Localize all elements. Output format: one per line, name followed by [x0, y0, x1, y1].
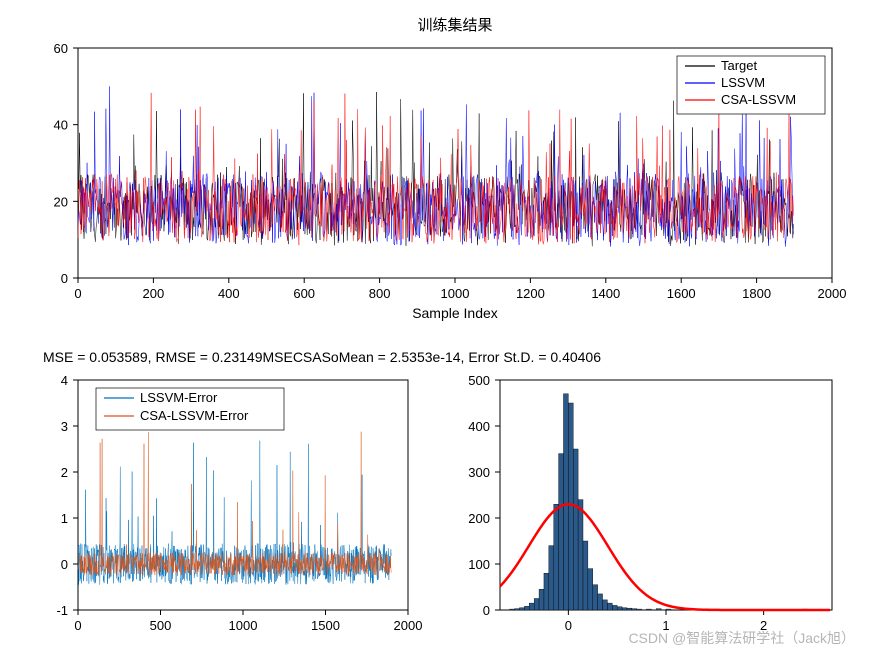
svg-text:训练集结果: 训练集结果	[417, 17, 492, 34]
svg-text:40: 40	[54, 118, 68, 133]
svg-text:LSSVM: LSSVM	[721, 75, 765, 90]
svg-text:500: 500	[150, 618, 172, 633]
svg-text:0: 0	[61, 557, 68, 572]
svg-text:Target: Target	[721, 58, 758, 73]
watermark: CSDN @智能算法研学社（Jack旭）	[628, 628, 855, 648]
svg-text:600: 600	[293, 286, 315, 301]
figure-svg: 0200400600800100012001400160018002000020…	[0, 0, 875, 656]
svg-text:1400: 1400	[591, 286, 620, 301]
svg-text:1600: 1600	[667, 286, 696, 301]
svg-text:1000: 1000	[441, 286, 470, 301]
svg-text:60: 60	[54, 41, 68, 56]
figure: 0200400600800100012001400160018002000020…	[0, 0, 875, 656]
svg-text:CSA-LSSVM-Error: CSA-LSSVM-Error	[140, 408, 249, 423]
svg-text:CSA-LSSVM: CSA-LSSVM	[721, 92, 796, 107]
svg-text:1: 1	[61, 511, 68, 526]
svg-text:2: 2	[61, 465, 68, 480]
svg-text:-1: -1	[56, 603, 68, 618]
svg-text:400: 400	[218, 286, 240, 301]
svg-text:4: 4	[61, 373, 68, 388]
svg-text:2000: 2000	[394, 618, 423, 633]
svg-text:MSE = 0.053589, RMSE = 0.23149: MSE = 0.053589, RMSE = 0.23149MSECSASoMe…	[43, 349, 601, 365]
svg-text:3: 3	[61, 419, 68, 434]
svg-text:200: 200	[143, 286, 165, 301]
svg-text:0: 0	[61, 271, 68, 286]
svg-text:1500: 1500	[311, 618, 340, 633]
svg-text:300: 300	[468, 465, 490, 480]
svg-text:LSSVM-Error: LSSVM-Error	[140, 390, 218, 405]
svg-text:800: 800	[369, 286, 391, 301]
svg-text:500: 500	[468, 373, 490, 388]
svg-text:100: 100	[468, 557, 490, 572]
svg-text:1800: 1800	[742, 286, 771, 301]
svg-text:0: 0	[565, 618, 572, 633]
svg-text:0: 0	[74, 286, 81, 301]
svg-text:2000: 2000	[818, 286, 847, 301]
svg-text:200: 200	[468, 511, 490, 526]
svg-text:400: 400	[468, 419, 490, 434]
svg-text:0: 0	[74, 618, 81, 633]
svg-text:1200: 1200	[516, 286, 545, 301]
svg-text:Sample Index: Sample Index	[412, 305, 498, 321]
svg-text:20: 20	[54, 194, 68, 209]
svg-text:0: 0	[483, 603, 490, 618]
svg-text:1000: 1000	[229, 618, 258, 633]
